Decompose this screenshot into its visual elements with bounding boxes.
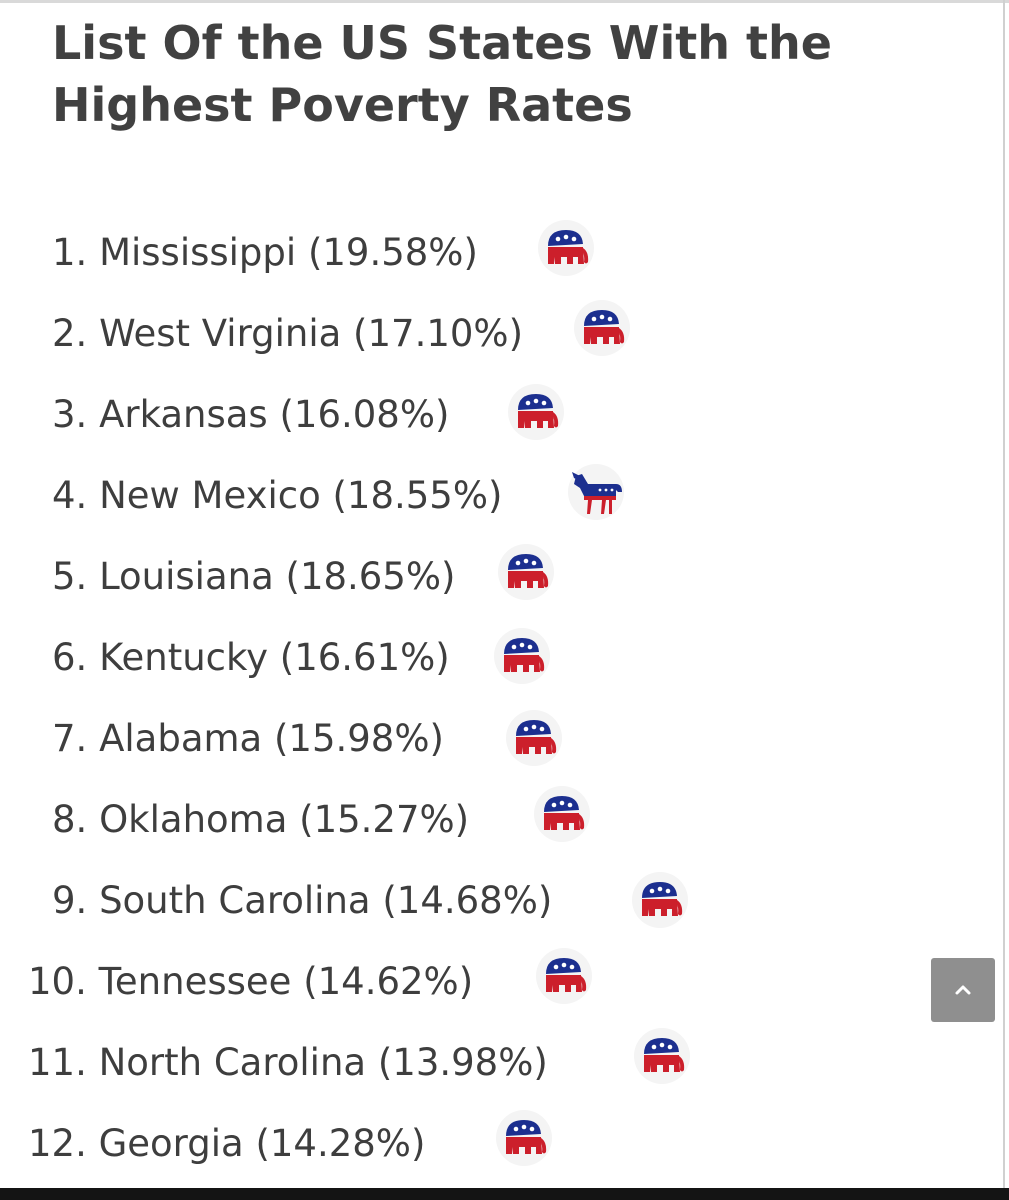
list-item: 8. Oklahoma (15.27%) bbox=[52, 789, 469, 849]
republican-elephant-icon bbox=[492, 626, 552, 686]
republican-elephant-icon bbox=[496, 542, 556, 602]
list-item: 9. South Carolina (14.68%) bbox=[52, 870, 552, 930]
list-item: 2. West Virginia (17.10%) bbox=[52, 303, 523, 363]
republican-elephant-icon bbox=[532, 784, 592, 844]
republican-elephant-icon bbox=[630, 870, 690, 930]
chevron-up-icon bbox=[955, 985, 971, 995]
state-label: 1. Mississippi (19.58%) bbox=[52, 230, 478, 274]
republican-elephant-icon bbox=[494, 1108, 554, 1168]
state-label: 10. Tennessee (14.62%) bbox=[28, 959, 474, 1003]
list-item: 12. Georgia (14.28%) bbox=[28, 1113, 425, 1173]
list-item: 1. Mississippi (19.58%) bbox=[52, 222, 478, 282]
scroll-to-top-button[interactable] bbox=[931, 958, 995, 1022]
state-label: 4. New Mexico (18.55%) bbox=[52, 473, 503, 517]
list-item: 3. Arkansas (16.08%) bbox=[52, 384, 449, 444]
state-label: 7. Alabama (15.98%) bbox=[52, 716, 444, 760]
list-item: 4. New Mexico (18.55%) bbox=[52, 465, 502, 525]
page-title: List Of the US States With the Highest P… bbox=[52, 12, 952, 136]
list-item: 6. Kentucky (16.61%) bbox=[52, 627, 450, 687]
bottom-bar bbox=[0, 1188, 1009, 1200]
page-title-line-1: List Of the US States With the bbox=[52, 16, 832, 70]
republican-elephant-icon bbox=[504, 708, 564, 768]
state-label: 6. Kentucky (16.61%) bbox=[52, 635, 450, 679]
page-title-line-2: Highest Poverty Rates bbox=[52, 78, 633, 132]
state-label: 3. Arkansas (16.08%) bbox=[52, 392, 450, 436]
republican-elephant-icon bbox=[506, 382, 566, 442]
top-border bbox=[0, 0, 1009, 3]
state-label: 9. South Carolina (14.68%) bbox=[52, 878, 553, 922]
democrat-donkey-icon bbox=[566, 462, 626, 522]
republican-elephant-icon bbox=[534, 946, 594, 1006]
state-label: 12. Georgia (14.28%) bbox=[28, 1121, 426, 1165]
state-label: 8. Oklahoma (15.27%) bbox=[52, 797, 470, 841]
state-label: 2. West Virginia (17.10%) bbox=[52, 311, 524, 355]
list-item: 7. Alabama (15.98%) bbox=[52, 708, 444, 768]
state-label: 5. Louisiana (18.65%) bbox=[52, 554, 456, 598]
republican-elephant-icon bbox=[572, 298, 632, 358]
right-border bbox=[1003, 0, 1005, 1190]
state-label: 11. North Carolina (13.98%) bbox=[28, 1040, 548, 1084]
republican-elephant-icon bbox=[536, 218, 596, 278]
list-item: 10. Tennessee (14.62%) bbox=[28, 951, 473, 1011]
republican-elephant-icon bbox=[632, 1026, 692, 1086]
list-item: 11. North Carolina (13.98%) bbox=[28, 1032, 548, 1092]
list-item: 5. Louisiana (18.65%) bbox=[52, 546, 455, 606]
